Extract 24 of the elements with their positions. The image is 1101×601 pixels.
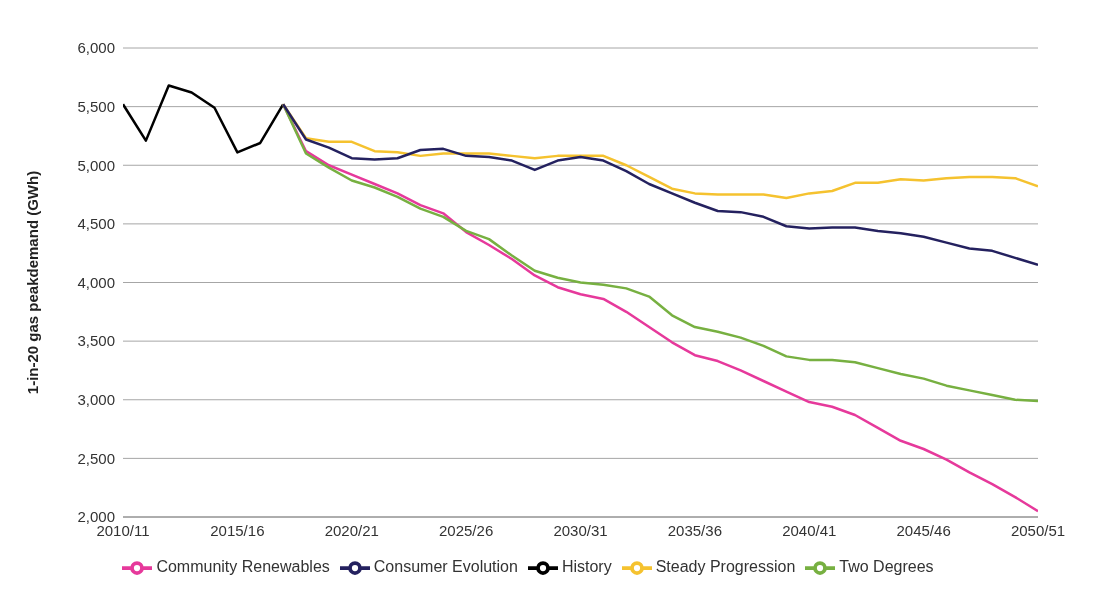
x-tick-label: 2030/31 — [553, 521, 608, 539]
y-tick-label: 5,000 — [77, 156, 115, 174]
line-series — [281, 103, 1038, 267]
legend-label: Community Renewables — [156, 558, 330, 576]
y-tick-label: 4,500 — [77, 215, 115, 233]
x-tick-label: 2015/16 — [210, 521, 265, 539]
legend-label: Steady Progression — [655, 558, 796, 576]
x-tick-label: 2025/26 — [439, 521, 494, 539]
y-tick-label: 3,500 — [77, 332, 115, 350]
y-axis-title: 1-in-20 gas peakdemand (GWh) — [24, 170, 42, 395]
y-tick-label: 4,000 — [77, 273, 115, 291]
y-tick-label: 2,500 — [77, 449, 115, 467]
legend-label: History — [561, 558, 612, 576]
line-series — [123, 84, 285, 154]
x-tick-label: 2035/36 — [667, 521, 722, 539]
y-tick-label: 5,500 — [77, 97, 115, 115]
y-tick-label: 6,000 — [77, 39, 115, 57]
x-tick-label: 2050/51 — [1010, 521, 1066, 539]
y-tick-label: 3,000 — [77, 391, 115, 409]
x-tick-label: 2045/46 — [896, 521, 951, 539]
legend-label: Consumer Evolution — [373, 558, 518, 576]
x-tick-label: 2020/21 — [324, 521, 379, 539]
x-tick-label: 2040/41 — [782, 521, 837, 539]
legend-label: Two Degrees — [839, 558, 934, 576]
